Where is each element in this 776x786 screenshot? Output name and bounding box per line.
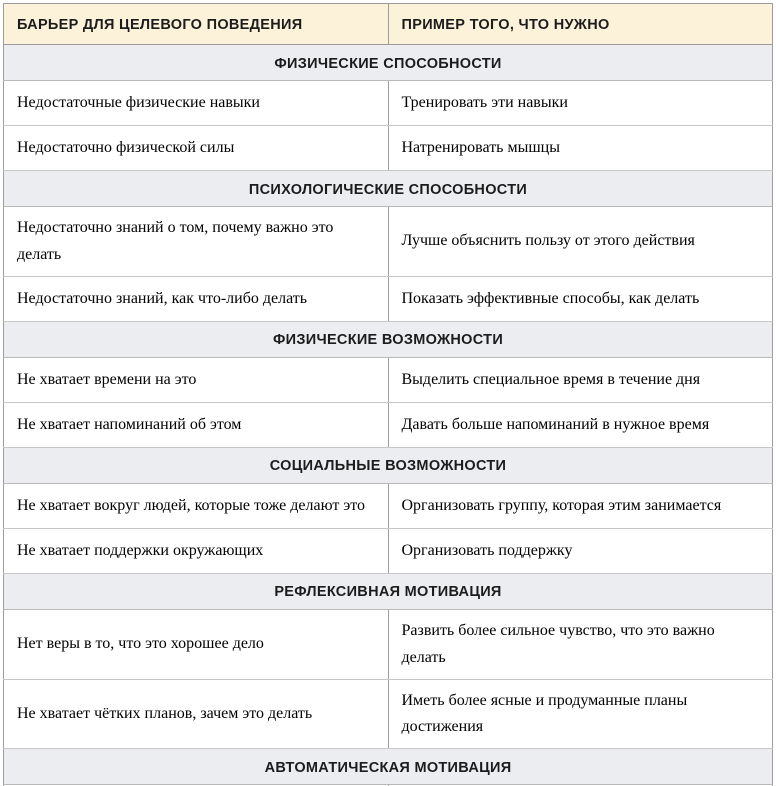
- section-title: ФИЗИЧЕСКИЕ СПОСОБНОСТИ: [3, 44, 773, 81]
- barrier-cell: Недостаточно знаний о том, почему важно …: [3, 206, 389, 277]
- example-cell: Организовать группу, которая этим занима…: [387, 482, 773, 529]
- column-header-barrier: БАРЬЕР ДЛЯ ЦЕЛЕВОГО ПОВЕДЕНИЯ: [3, 3, 389, 45]
- example-cell: Развить более сильное чувство, что это в…: [387, 608, 773, 680]
- example-cell: Иметь более ясные и продуманные планы до…: [387, 678, 773, 750]
- example-cell: Натренировать мышцы: [387, 125, 773, 171]
- table-header-row: БАРЬЕР ДЛЯ ЦЕЛЕВОГО ПОВЕДЕНИЯ ПРИМЕР ТОГ…: [3, 3, 773, 45]
- barrier-cell: Недостаточно физической силы: [3, 125, 389, 171]
- table-row: Недостаточно знаний о том, почему важно …: [3, 206, 773, 277]
- table-row: Нет рутинной привычки делать этоВвести в…: [3, 784, 773, 786]
- barrier-cell: Недостаточные физические навыки: [3, 80, 389, 126]
- section-header-row: СОЦИАЛЬНЫЕ ВОЗМОЖНОСТИ: [3, 446, 773, 484]
- section-title: АВТОМАТИЧЕСКАЯ МОТИВАЦИЯ: [3, 748, 773, 786]
- barrier-cell: Не хватает поддержки окружающих: [3, 527, 389, 574]
- section-header-row: РЕФЛЕКСИВНАЯ МОТИВАЦИЯ: [3, 572, 773, 610]
- section-title: ПСИХОЛОГИЧЕСКИЕ СПОСОБНОСТИ: [3, 170, 773, 207]
- section-title: ФИЗИЧЕСКИЕ ВОЗМОЖНОСТИ: [3, 320, 773, 358]
- table-body: ФИЗИЧЕСКИЕ СПОСОБНОСТИ Недостаточные физи…: [3, 44, 773, 786]
- section-header-row: АВТОМАТИЧЕСКАЯ МОТИВАЦИЯ: [3, 748, 773, 786]
- section-header-row: ПСИХОЛОГИЧЕСКИЕ СПОСОБНОСТИ: [3, 170, 773, 207]
- example-cell: Показать эффективные способы, как делать: [387, 275, 773, 322]
- barrier-cell: Не хватает вокруг людей, которые тоже де…: [3, 482, 389, 529]
- example-cell: Тренировать эти навыки: [387, 80, 773, 126]
- table-row: Нет веры в то, что это хорошее дело Разви…: [3, 608, 773, 680]
- table-row: Не хватает времени на это Выделить специа…: [3, 356, 773, 403]
- barrier-cell: Не хватает напоминаний об этом: [3, 401, 389, 448]
- column-header-example: ПРИМЕР ТОГО, ЧТО НУЖНО: [387, 3, 773, 45]
- table-row: Недостаточно знаний, как что-либо делать…: [3, 275, 773, 322]
- barrier-cell: Не хватает времени на это: [3, 356, 389, 403]
- table-head: БАРЬЕР ДЛЯ ЦЕЛЕВОГО ПОВЕДЕНИЯ ПРИМЕР ТОГ…: [3, 3, 773, 45]
- barrier-cell: Недостаточно знаний, как что-либо делать: [3, 275, 389, 322]
- example-cell: Давать больше напоминаний в нужное время: [387, 401, 773, 448]
- table-row: Недостаточные физические навыки Тренирова…: [3, 80, 773, 126]
- example-cell: Ввести в ритм выполнения действия без не…: [387, 784, 773, 786]
- behavior-barriers-table: БАРЬЕР ДЛЯ ЦЕЛЕВОГО ПОВЕДЕНИЯ ПРИМЕР ТОГ…: [3, 3, 773, 786]
- section-header-row: ФИЗИЧЕСКИЕ ВОЗМОЖНОСТИ: [3, 320, 773, 358]
- table-row: Недостаточно физической силы Натренироват…: [3, 125, 773, 171]
- example-cell: Выделить специальное время в течение дня: [387, 356, 773, 403]
- section-header-row: ФИЗИЧЕСКИЕ СПОСОБНОСТИ: [3, 44, 773, 81]
- table-row: Не хватает вокруг людей, которые тоже де…: [3, 482, 773, 529]
- barrier-cell: Не хватает чётких планов, зачем это дела…: [3, 678, 389, 750]
- example-cell: Организовать поддержку: [387, 527, 773, 574]
- table-row: Не хватает чётких планов, зачем это дела…: [3, 678, 773, 750]
- section-title: СОЦИАЛЬНЫЕ ВОЗМОЖНОСТИ: [3, 446, 773, 484]
- table-row: Не хватает напоминаний об этом Давать бол…: [3, 401, 773, 448]
- section-title: РЕФЛЕКСИВНАЯ МОТИВАЦИЯ: [3, 572, 773, 610]
- example-cell: Лучше объяснить пользу от этого действия: [387, 206, 773, 277]
- table-row: Не хватает поддержки окружающих Организов…: [3, 527, 773, 574]
- barrier-cell: Нет веры в то, что это хорошее дело: [3, 608, 389, 680]
